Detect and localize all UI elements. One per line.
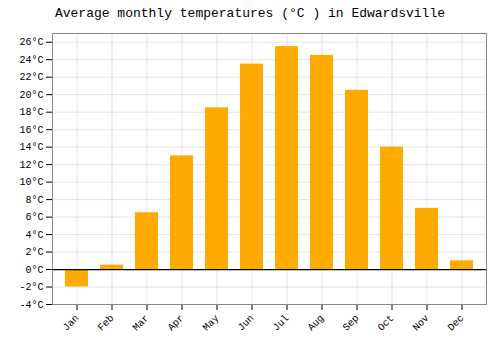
svg-text:14°C: 14°C bbox=[19, 142, 43, 153]
svg-text:26°C: 26°C bbox=[19, 37, 43, 48]
svg-text:Mar: Mar bbox=[131, 313, 152, 334]
svg-text:10°C: 10°C bbox=[19, 177, 43, 188]
svg-text:Dec: Dec bbox=[446, 313, 467, 334]
svg-text:Feb: Feb bbox=[96, 313, 117, 334]
svg-text:4°C: 4°C bbox=[25, 230, 43, 241]
svg-text:Oct: Oct bbox=[376, 313, 397, 334]
svg-text:Nov: Nov bbox=[411, 313, 432, 334]
svg-text:0°C: 0°C bbox=[25, 265, 43, 276]
svg-text:-4°C: -4°C bbox=[19, 300, 43, 311]
svg-text:Apr: Apr bbox=[166, 313, 187, 334]
svg-text:Jan: Jan bbox=[61, 313, 82, 334]
svg-text:6°C: 6°C bbox=[25, 212, 43, 223]
svg-text:24°C: 24°C bbox=[19, 55, 43, 66]
svg-text:May: May bbox=[201, 313, 222, 334]
svg-text:2°C: 2°C bbox=[25, 247, 43, 258]
svg-text:20°C: 20°C bbox=[19, 90, 43, 101]
svg-text:-2°C: -2°C bbox=[19, 282, 43, 293]
svg-text:22°C: 22°C bbox=[19, 72, 43, 83]
svg-text:Jun: Jun bbox=[236, 313, 257, 334]
svg-text:Aug: Aug bbox=[306, 313, 327, 334]
svg-text:Jul: Jul bbox=[271, 313, 292, 334]
svg-text:8°C: 8°C bbox=[25, 195, 43, 206]
svg-text:Sep: Sep bbox=[341, 313, 362, 334]
html-text:Average monthly temperatures (: Average monthly temperatures (°C ) in Ed… bbox=[55, 6, 445, 21]
svg-text:12°C: 12°C bbox=[19, 160, 43, 171]
svg-text:18°C: 18°C bbox=[19, 107, 43, 118]
svg-text:16°C: 16°C bbox=[19, 125, 43, 136]
